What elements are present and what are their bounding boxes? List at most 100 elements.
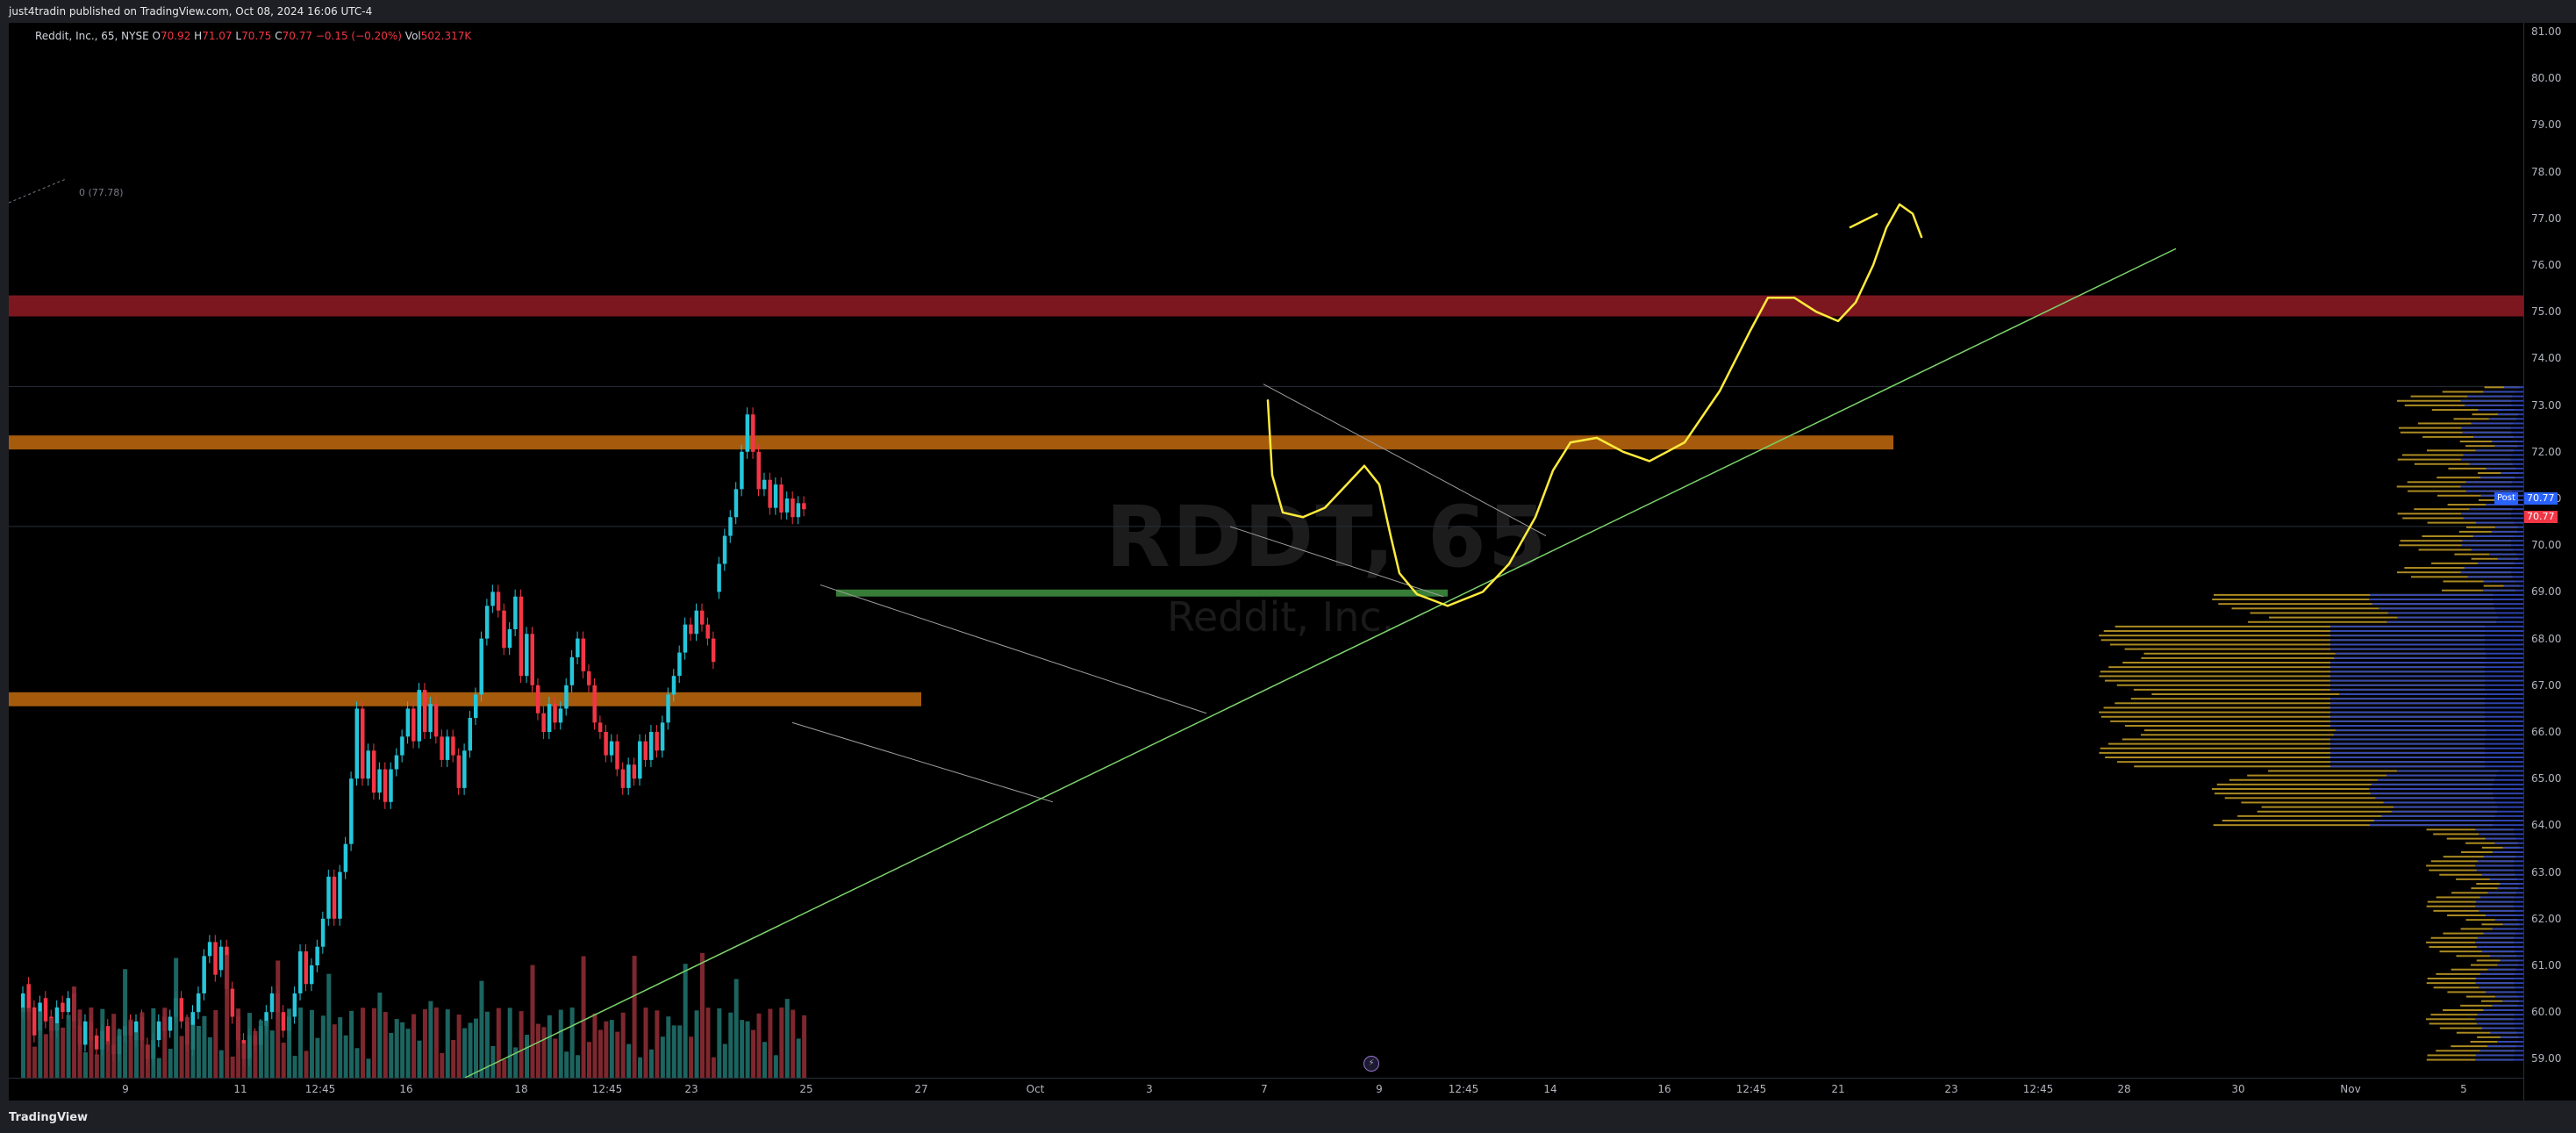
volume-profile-bar [2500, 959, 2523, 962]
volume-profile-bar [2103, 706, 2485, 709]
volume-profile-bar [2458, 530, 2517, 533]
volume-bar [428, 1000, 433, 1078]
volume-profile-bar [2484, 386, 2520, 389]
candle-body [648, 732, 654, 760]
volume-profile-bar [2122, 662, 2485, 664]
volume-bar [26, 1008, 32, 1078]
volume-bar [784, 999, 790, 1078]
candle-body [304, 951, 308, 985]
volume-profile-bar [2447, 914, 2516, 917]
chart-canvas[interactable] [9, 23, 2523, 1101]
volume-bar [733, 979, 739, 1078]
volume-profile-bar [2400, 431, 2512, 434]
volume-profile-bar [2105, 679, 2485, 682]
time-tick-label: 23 [1944, 1083, 1958, 1095]
candle-body [400, 736, 404, 756]
volume-profile-bar [2475, 828, 2523, 831]
volume-profile-bar [2472, 535, 2523, 538]
volume-profile-bar [2460, 399, 2523, 402]
candle-body [196, 993, 201, 1013]
volume-profile-bar [2478, 409, 2523, 412]
candle-body [309, 965, 314, 985]
volume-profile-bar [2383, 801, 2523, 804]
left-frame [0, 23, 9, 1101]
volume-bar [202, 1015, 207, 1078]
volume-profile-bar [2483, 932, 2523, 935]
chart-pane[interactable]: RDDT, 65 Reddit, Inc. 0 (77.78) [9, 23, 2523, 1101]
volume-profile-bar [2370, 593, 2523, 596]
candle-body [292, 993, 297, 1017]
candle-body [513, 596, 518, 629]
volume-profile-bar [2426, 449, 2515, 452]
volume-profile-bar [2250, 612, 2497, 614]
volume-bar [315, 1037, 320, 1078]
volume-profile-bar [2467, 576, 2523, 578]
volume-profile-bar [2502, 846, 2523, 849]
candle-body [315, 946, 319, 965]
volume-bar [694, 1010, 699, 1078]
time-tick-label: 11 [233, 1083, 247, 1095]
volume-profile-bar [2454, 553, 2517, 556]
volume-profile-bar [2460, 928, 2517, 930]
volume-bar [100, 1008, 105, 1078]
volume-profile-bar [2330, 706, 2523, 709]
symbol-legend[interactable]: Reddit, Inc., 65, NYSE O70.92 H71.07 L70… [35, 30, 471, 42]
candle-body [728, 517, 733, 536]
volume-profile-bar [2396, 399, 2511, 402]
volume-profile-bar [2247, 774, 2496, 777]
volume-profile-bar [2433, 833, 2515, 835]
price-tick-label: 61.00 [2531, 959, 2562, 972]
volume-profile-bar [2330, 648, 2523, 650]
time-axis[interactable]: 9 11 12:45 16 18 12:45 23 25 27 Oct 3 7 9 12:45 14 16 12… [9, 1078, 2523, 1101]
candle-body [456, 755, 462, 788]
lightning-icon[interactable]: ⚡ [1363, 1056, 1379, 1072]
volume-bar [82, 1052, 88, 1078]
volume-profile-bar [2443, 932, 2515, 935]
volume-bar [648, 1049, 654, 1078]
candle-body [677, 652, 682, 677]
candle-body [21, 993, 25, 1013]
legend-volume: 502.317K [420, 30, 472, 42]
volume-profile-bar [2105, 757, 2485, 759]
volume-profile-bar [2492, 928, 2523, 930]
volume-bar [332, 1024, 337, 1078]
volume-bar [456, 1015, 462, 1078]
volume-profile-bar [2439, 1027, 2515, 1029]
volume-bar [156, 1058, 161, 1078]
volume-profile-bar [2427, 521, 2515, 524]
volume-profile-bar [2492, 1004, 2523, 1007]
price-axis[interactable]: 81.00 80.00 79.00 78.00 77.00 76.00 75.00 74.00… [2523, 23, 2576, 1101]
volume-profile-bar [2481, 950, 2523, 953]
supply-zone [9, 435, 1893, 450]
volume-bar [796, 1038, 801, 1078]
volume-profile-bar [2467, 395, 2523, 398]
volume-bar [304, 1051, 309, 1078]
volume-bar [326, 973, 332, 1078]
channel-line [791, 721, 1054, 803]
volume-bar [643, 1008, 648, 1078]
hand-drawn-projection [1849, 212, 1878, 229]
candle-body [94, 1035, 99, 1050]
candle-body [440, 736, 444, 760]
volume-profile-bar [2391, 810, 2523, 813]
volume-profile-bar [2399, 544, 2511, 547]
volume-profile-bar [2503, 584, 2523, 587]
volume-profile-bar [2453, 418, 2517, 420]
volume-bar [320, 1015, 326, 1078]
legend-high-label: H [194, 30, 203, 42]
price-tick-label: 62.00 [2531, 912, 2562, 925]
time-tick-label: 7 [1261, 1083, 1268, 1095]
volume-profile-bar [2143, 652, 2487, 655]
volume-profile-bar [2479, 896, 2523, 899]
candle-body [604, 732, 608, 756]
volume-bar [281, 1043, 286, 1078]
volume-profile-bar [2143, 729, 2487, 732]
volume-profile-bar [2465, 526, 2518, 528]
volume-profile-bar [2394, 806, 2523, 808]
volume-profile-bar [2478, 472, 2519, 475]
volume-profile-bar [2371, 783, 2523, 785]
volume-profile-bar [2460, 513, 2523, 515]
volume-profile-bar [2483, 584, 2520, 587]
volume-bar [298, 1008, 304, 1078]
candle-body [638, 741, 642, 779]
